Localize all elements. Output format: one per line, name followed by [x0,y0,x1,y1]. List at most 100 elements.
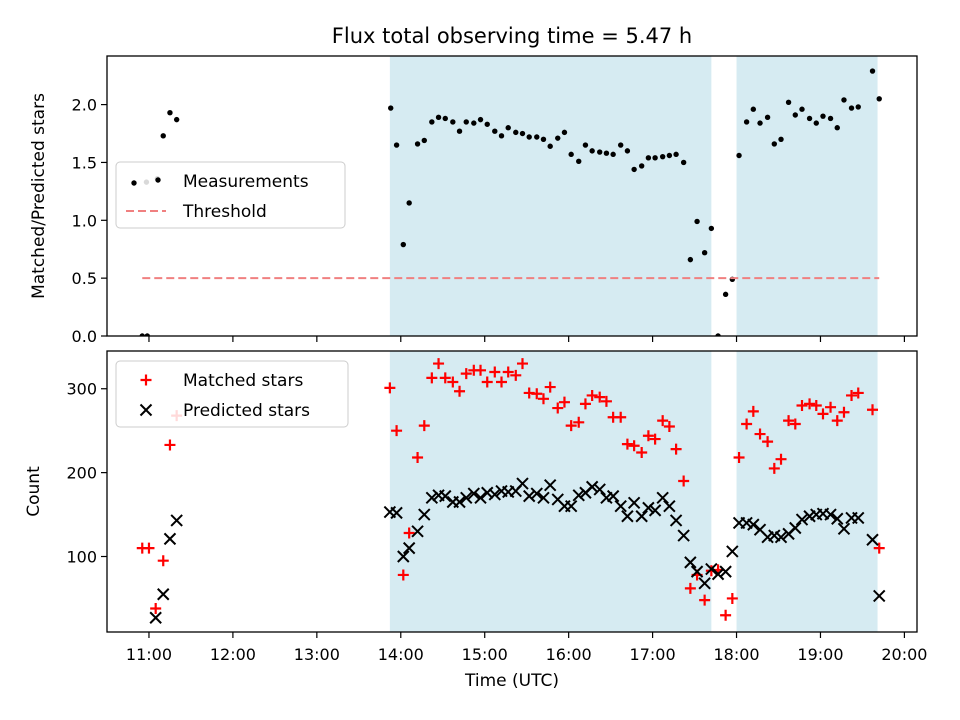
data-point [450,119,456,125]
x-tick-label: 20:00 [881,645,927,664]
data-point [418,508,431,521]
data-point [558,396,570,408]
legend-label: Measurements [183,172,309,192]
data-point [747,405,759,417]
data-point [481,486,494,499]
data-point [593,483,606,496]
observing-window-1 [389,56,712,336]
data-point [157,555,169,567]
data-point [869,68,876,74]
data-point [698,577,711,590]
data-point [565,420,577,432]
data-point [621,510,634,523]
data-point [636,446,648,458]
data-point [669,514,683,527]
observing-window-2 [736,56,878,336]
data-marks [136,358,886,624]
data-point [547,143,553,149]
data-point [656,491,669,504]
data-point [867,404,879,416]
data-point [831,512,844,525]
data-point [873,542,885,554]
data-point [610,151,616,158]
data-point [741,418,753,430]
data-point [848,105,855,111]
data-point [167,109,173,116]
observing-window-2 [736,351,878,632]
data-point [582,142,589,148]
data-point [555,135,561,141]
data-point [516,358,528,370]
data-point [645,155,652,161]
data-point [648,504,662,517]
data-point [649,433,661,445]
data-point [701,249,708,256]
data-point [678,475,690,487]
data-point [711,567,725,581]
data-point [531,388,543,400]
legend-marker [155,177,161,183]
data-point [834,125,840,131]
data-point [397,550,410,563]
x-tick-label: 15:00 [462,645,508,664]
data-point [475,364,487,376]
data-point [516,477,529,490]
data-point [733,452,745,464]
data-point [789,521,802,535]
data-point [439,489,452,503]
data-point [492,128,498,134]
data-point [433,358,445,370]
data-point [720,609,732,621]
x-tick-label: 14:00 [378,645,424,664]
data-point [164,439,176,451]
data-point [456,128,463,134]
data-point [771,141,778,147]
data-point [589,148,595,154]
x-axis-label: Time (UTC) [464,671,559,691]
legend-label: Predicted stars [183,401,310,421]
panel-top-ratio: 0.0 0.5 1.0 1.5 2.0 Matched/Predicted stars Me… [29,55,918,346]
x-tick-label: 18:00 [713,645,759,664]
data-point [513,129,519,136]
data-point [447,376,459,388]
observing-window-1 [389,351,712,632]
data-point [838,406,850,418]
data-point [540,136,547,143]
data-point [754,428,766,440]
data-point [561,129,568,136]
data-point [774,531,788,544]
data-point [768,462,780,474]
data-point [414,141,421,147]
data-point [496,376,508,388]
data-point [866,533,879,546]
y-tick-label: 0.0 [72,327,97,346]
data-point [402,541,416,555]
data-point [170,514,183,527]
legend-box [115,161,346,229]
data-point [477,116,484,123]
data-point [552,402,564,414]
data-point [792,112,798,118]
data-point [764,114,771,121]
data-point [526,134,532,140]
data-point [594,391,606,403]
series-predicted-stars [149,477,886,624]
data-point [617,142,624,148]
data-point [163,532,177,546]
data-point [722,291,729,298]
data-point [597,149,603,155]
data-point [573,416,585,428]
data-point [406,200,412,206]
data-point [635,510,648,523]
legend: Measurements Threshold [115,161,346,229]
data-point [397,569,409,581]
data-point [139,333,145,336]
data-point [852,511,865,525]
legend-marker [131,180,137,186]
data-point [804,398,816,410]
data-point [638,163,645,169]
data-point [699,594,711,606]
y-tick-label: 1.0 [72,211,97,230]
data-point [474,491,487,504]
data-point [544,381,556,393]
